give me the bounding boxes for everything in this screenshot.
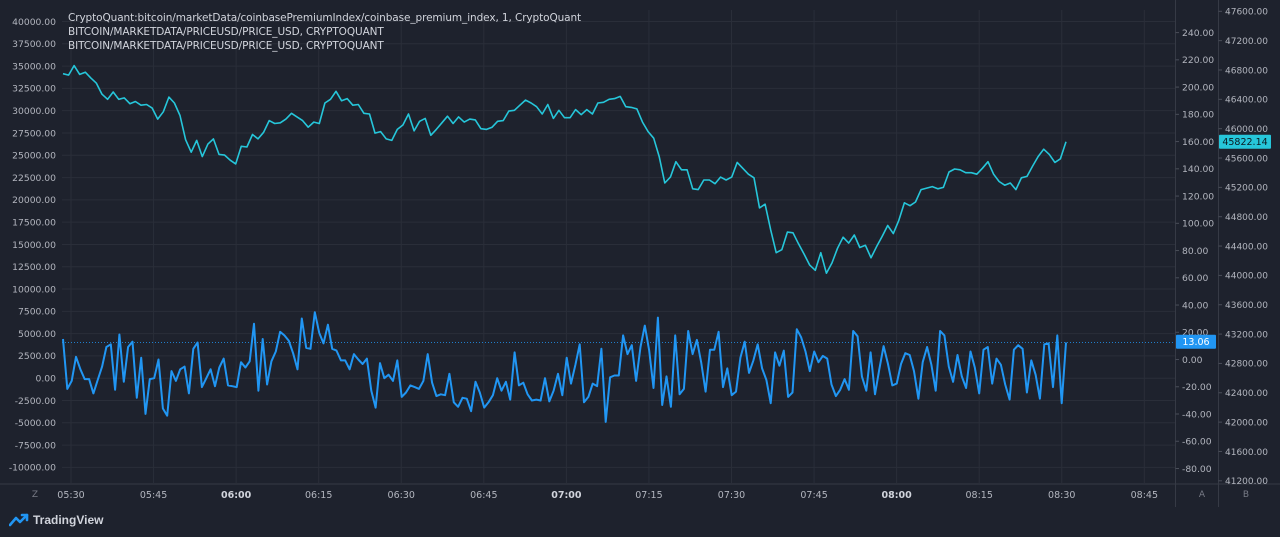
price-usd-series-line (62, 64, 1067, 275)
right-a-tick-label: -60.00 (1182, 437, 1212, 448)
legend-price-usd-2[interactable]: BITCOIN/MARKETDATA/PRICEUSD/PRICE_USD, C… (68, 40, 384, 52)
x-tick-label: 07:45 (800, 490, 827, 501)
right-a-tick-label: 40.00 (1182, 300, 1208, 311)
left-tick-label: -10000.00 (9, 463, 56, 474)
left-tick-label: 20000.00 (12, 195, 56, 206)
right-a-tick-label: -20.00 (1182, 382, 1212, 393)
x-tick-label: 06:30 (388, 490, 415, 501)
x-tick-label: 06:45 (470, 490, 497, 501)
left-tick-label: 12500.00 (12, 262, 56, 273)
right-b-tick-label: 41200.00 (1225, 477, 1268, 487)
left-tick-label: 2500.00 (18, 351, 56, 362)
left-tick-label: 40000.00 (12, 17, 56, 28)
right-b-tick-label: 45200.00 (1225, 184, 1268, 194)
right-a-tick-label: 200.00 (1182, 82, 1214, 93)
z-button[interactable]: Z (31, 490, 39, 500)
right-b-tick-label: 46400.00 (1225, 96, 1268, 106)
x-tick-label: 08:00 (882, 490, 913, 501)
left-tick-label: -7500.00 (15, 440, 56, 451)
left-tick-label: 37500.00 (12, 39, 56, 50)
right-a-tick-label: 120.00 (1182, 191, 1214, 202)
left-axis[interactable]: 40000.00 37500.00 35000.00 32500.00 30000.00… (9, 17, 56, 474)
right-b-tick-label: 47200.00 (1225, 37, 1268, 47)
right-a-tick-label: -80.00 (1182, 464, 1212, 475)
price-last-value-badge (1219, 134, 1271, 149)
right-b-tick-label: 42400.00 (1225, 389, 1268, 399)
right-a-tick-label: 60.00 (1182, 273, 1208, 284)
time-axis[interactable]: 05:30 05:45 06:00 06:15 06:30 06:45 07:00 07:15… (57, 490, 1158, 501)
right-b-tick-label: 44400.00 (1225, 242, 1268, 252)
left-tick-label: 25000.00 (12, 151, 56, 162)
x-tick-label: 05:45 (140, 490, 167, 501)
right-a-tick-label: 180.00 (1182, 110, 1214, 121)
x-tick-label: 08:45 (1131, 490, 1158, 501)
legend-premium-index[interactable]: CryptoQuant:bitcoin/marketData/coinbaseP… (68, 12, 582, 24)
x-tick-label: 06:15 (305, 490, 332, 501)
series-layer (62, 64, 1175, 423)
x-tick-label: 06:00 (221, 490, 252, 501)
left-tick-label: 32500.00 (12, 84, 56, 95)
right-a-tick-label: 100.00 (1182, 219, 1214, 230)
footer (0, 507, 1280, 533)
premium-last-value-badge (1176, 334, 1216, 349)
x-tick-label: 05:30 (57, 490, 84, 501)
x-tick-label: 07:30 (718, 490, 745, 501)
left-tick-label: 5000.00 (18, 329, 56, 340)
right-a-tick-label: 80.00 (1182, 246, 1208, 257)
left-tick-label: 10000.00 (12, 284, 56, 295)
left-tick-label: 35000.00 (12, 61, 56, 72)
right-b-tick-label: 46800.00 (1225, 66, 1268, 76)
premium-index-series-line (62, 311, 1067, 423)
price-last-value-text: 45822.14 (1222, 137, 1267, 148)
left-tick-label: 22500.00 (12, 173, 56, 184)
legend-price-usd-1[interactable]: BITCOIN/MARKETDATA/PRICEUSD/PRICE_USD, C… (68, 26, 384, 38)
right-a-tick-label: 0.00 (1182, 355, 1203, 366)
right-b-tick-label: 43200.00 (1225, 330, 1268, 340)
left-tick-label: 15000.00 (12, 240, 56, 251)
right-a-tick-label: 240.00 (1182, 28, 1214, 39)
x-tick-label: 08:15 (965, 490, 992, 501)
right-b-tick-label: 42000.00 (1225, 418, 1268, 428)
tradingview-name: TradingView (33, 513, 104, 527)
right-b-tick-label: 47600.00 (1225, 8, 1268, 18)
x-tick-label: 07:00 (551, 490, 582, 501)
right-axis-a[interactable]: 240.00 220.00 200.00 180.00 160.00 140.00 120.… (1175, 28, 1215, 475)
right-axis-b[interactable]: 47600.00 47200.00 46800.00 46400.00 46000.00… (1218, 8, 1269, 488)
left-tick-label: 27500.00 (12, 128, 56, 139)
right-b-tick-label: 44800.00 (1225, 213, 1268, 223)
left-tick-label: 0.00 (36, 374, 57, 385)
tradingview-logo[interactable]: TradingView (9, 511, 103, 529)
tradingview-icon (9, 513, 29, 527)
right-a-tick-label: 220.00 (1182, 55, 1214, 66)
left-tick-label: -2500.00 (15, 396, 56, 407)
right-b-tick-label: 46000.00 (1225, 125, 1268, 135)
premium-last-value-text: 13.06 (1182, 337, 1209, 348)
left-tick-label: 7500.00 (18, 307, 56, 318)
a-button[interactable]: A (1198, 490, 1206, 500)
x-tick-label: 08:30 (1048, 490, 1075, 501)
right-b-tick-label: 41600.00 (1225, 448, 1268, 458)
right-a-tick-label: 160.00 (1182, 137, 1214, 148)
left-tick-label: 30000.00 (12, 106, 56, 117)
grid (0, 0, 1280, 507)
right-b-tick-label: 43600.00 (1225, 301, 1268, 311)
right-b-tick-label: 42800.00 (1225, 360, 1268, 370)
b-button[interactable]: B (1242, 490, 1250, 500)
left-tick-label: 17500.00 (12, 217, 56, 228)
last-value-badges: 13.06 45822.14 (1176, 134, 1271, 349)
right-a-tick-label: 20.00 (1182, 328, 1208, 339)
right-b-tick-label: 44000.00 (1225, 272, 1268, 282)
right-a-tick-label: 140.00 (1182, 164, 1214, 175)
x-tick-label: 07:15 (635, 490, 662, 501)
right-a-tick-label: -40.00 (1182, 409, 1212, 420)
right-b-tick-label: 45600.00 (1225, 154, 1268, 164)
left-tick-label: -5000.00 (15, 418, 56, 429)
